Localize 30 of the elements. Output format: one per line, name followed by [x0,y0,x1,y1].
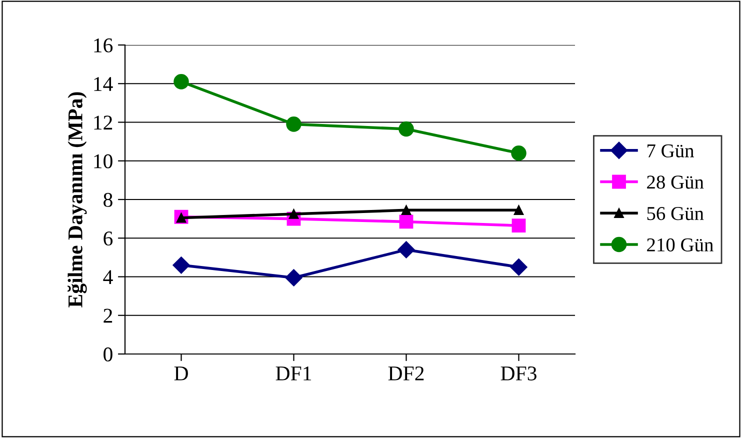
y-tick-label: 2 [104,308,112,323]
y-tick-label: 0 [104,347,112,362]
point [286,116,302,132]
point [401,205,412,215]
x-tick-label: D [174,366,188,380]
point [285,269,302,286]
y-tick-label: 16 [94,38,113,52]
point [510,258,528,276]
point [514,205,524,215]
legend-label: 28 Gün [647,176,704,189]
y-tick-label: 14 [94,77,113,91]
legend-label: 7 Gün [648,144,694,158]
legend-label: 56 Gün [647,207,704,220]
point [172,256,190,274]
point [511,146,526,161]
point [398,241,415,258]
y-tick-label: 4 [103,270,113,284]
legend-label: 210 Gün [647,238,714,252]
y-tick-label: 8 [104,192,112,207]
y-tick-label: 10 [94,154,112,168]
x-tick-label: DF1 [276,366,312,380]
y-axis-title: Eğilme Dayanımı (MPa) [68,92,87,308]
point [399,214,414,229]
x-tick-label: DF2 [388,366,424,380]
point [398,121,414,137]
point [512,218,526,233]
y-tick-label: 6 [104,232,113,246]
x-tick-label: DF3 [500,366,536,380]
y-tick-label: 12 [94,116,112,130]
point [174,74,189,90]
